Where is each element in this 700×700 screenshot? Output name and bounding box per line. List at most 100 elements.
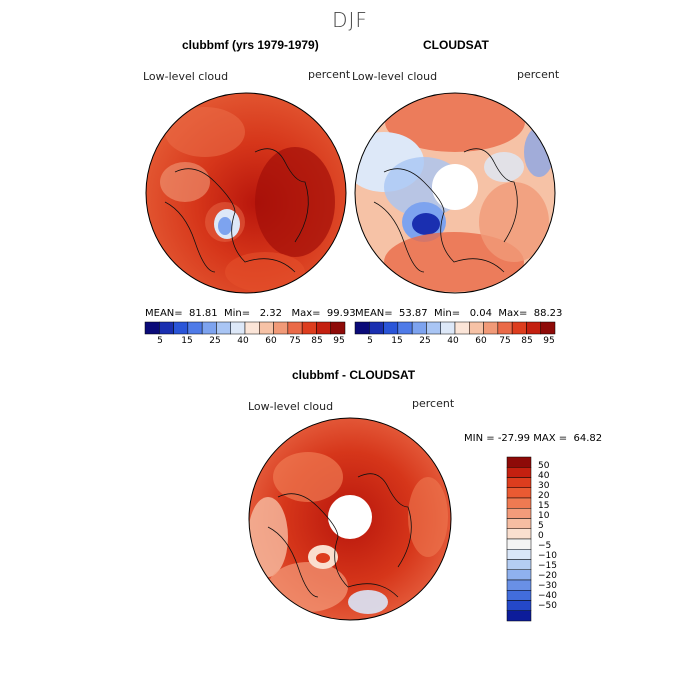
- colorbar-swatch: [506, 467, 532, 478]
- colorbar-swatch: [506, 538, 532, 550]
- panel-3-cbar-label: −15: [538, 561, 557, 571]
- panel-1-stats: MEAN= 81.81 Min= 2.32 Max= 99.93: [145, 308, 356, 319]
- colorbar-swatch: [216, 321, 231, 335]
- colorbar-swatch: [506, 559, 532, 570]
- colorbar-swatch: [526, 321, 541, 335]
- colorbar-swatch: [506, 549, 532, 560]
- panel-2-title: CLOUDSAT: [423, 38, 489, 52]
- colorbar-swatch: [497, 321, 513, 335]
- panel-3-cbar-label: 0: [538, 531, 544, 541]
- panel-2-mean-label: MEAN=: [355, 308, 393, 319]
- colorbar-swatch: [506, 528, 532, 540]
- colorbar-swatch: [330, 321, 346, 335]
- colorbar-swatch: [506, 456, 532, 468]
- panel-2-cbar-label: 85: [521, 336, 533, 346]
- colorbar-swatch: [426, 321, 441, 335]
- panel-2-stats: MEAN= 53.87 Min= 0.04 Max= 88.23: [355, 308, 562, 319]
- colorbar-swatch: [454, 321, 470, 335]
- panel-3-cbar-label: 15: [538, 501, 550, 511]
- colorbar-swatch: [301, 321, 317, 335]
- colorbar-swatch: [230, 321, 246, 335]
- panel-2-cbar-label: 95: [543, 336, 555, 346]
- panel-1-min-label: Min=: [224, 308, 251, 319]
- colorbar-swatch: [540, 321, 556, 335]
- panel-3-cbar-label: 40: [538, 471, 550, 481]
- panel-2-colorbar-swatches: [354, 321, 556, 335]
- colorbar-swatch: [506, 508, 532, 519]
- panel-1-cbar-label: 15: [181, 336, 193, 346]
- panel-1-min: 2.32: [259, 308, 282, 319]
- panel-1-variable: Low-level cloud: [143, 70, 229, 83]
- panel-1-cbar-label: 40: [237, 336, 249, 346]
- panel-2-cbar-label: 40: [447, 336, 459, 346]
- panel-2-variable: Low-level cloud: [352, 70, 438, 83]
- panel-3-cbar-label: 10: [538, 511, 550, 521]
- colorbar-swatch: [383, 321, 399, 335]
- colorbar-swatch: [244, 321, 260, 335]
- colorbar-swatch: [411, 321, 427, 335]
- panel-3-cbar-label: 20: [538, 491, 550, 501]
- colorbar-swatch: [159, 321, 174, 335]
- panel-2-mean: 53.87: [399, 308, 428, 319]
- panel-2-units: percent: [517, 68, 560, 81]
- panel-3-stats: MIN = -27.99 MAX = 64.82: [464, 433, 602, 444]
- colorbar-swatch: [506, 569, 532, 581]
- panel-1-title: clubbmf (yrs 1979-1979): [182, 38, 319, 52]
- panel-1-cbar-label: 85: [311, 336, 323, 346]
- panel-3-cbar-label: 5: [538, 521, 544, 531]
- colorbar-swatch: [354, 321, 370, 335]
- colorbar-swatch: [506, 600, 532, 611]
- panel-2-min: 0.04: [469, 308, 492, 319]
- colorbar-swatch: [173, 321, 189, 335]
- colorbar-swatch: [144, 321, 160, 335]
- season-title: DJF: [332, 8, 368, 32]
- panel-3-cbar-label: −40: [538, 591, 557, 601]
- panel-1-colorbar-swatches: [144, 321, 346, 335]
- panel-3-cbar-label: −20: [538, 571, 557, 581]
- colorbar-swatch: [440, 321, 456, 335]
- colorbar-swatch: [469, 321, 484, 335]
- panel-3-variable: Low-level cloud: [248, 400, 334, 413]
- panel-1-max-label: Max=: [291, 308, 321, 319]
- colorbar-swatch: [397, 321, 413, 335]
- colorbar-swatch: [506, 590, 532, 601]
- panel-2-cbar-label: 60: [475, 336, 487, 346]
- colorbar-swatch: [483, 321, 499, 335]
- panel-2-cbar-label: 5: [367, 336, 373, 346]
- colorbar-swatch: [369, 321, 384, 335]
- colorbar-swatch: [273, 321, 289, 335]
- panel-2-colorbar: [354, 321, 556, 335]
- panel-1-cbar-label: 95: [333, 336, 345, 346]
- panel-3-cbar-label: −10: [538, 551, 557, 561]
- panel-3-max-label: MAX =: [533, 433, 568, 444]
- colorbar-swatch: [506, 610, 532, 622]
- colorbar-swatch: [506, 487, 532, 499]
- colorbar-swatch: [506, 477, 532, 488]
- panel-3-colorbar: [506, 456, 532, 622]
- panel-2-max: 88.23: [533, 308, 563, 319]
- panel-1-colorbar: [144, 321, 346, 335]
- colorbar-swatch: [506, 579, 532, 591]
- panel-1-mean: 81.81: [189, 308, 218, 319]
- panel-1-max: 99.93: [326, 308, 356, 319]
- colorbar-swatch: [259, 321, 274, 335]
- colorbar-swatch: [316, 321, 331, 335]
- panel-2-cbar-label: 25: [419, 336, 431, 346]
- colorbar-swatch: [506, 497, 532, 509]
- panel-3-min: -27.99: [497, 433, 531, 444]
- panel-3-colorbar-labels: 50 40 30 20 15 10 5 0 −5 −10 −15 −20 −30…: [538, 457, 578, 627]
- colorbar-swatch: [511, 321, 527, 335]
- panel-3-units: percent: [412, 397, 455, 410]
- panel-1-cbar-label: 60: [265, 336, 277, 346]
- panel-1-cbar-label: 75: [289, 336, 301, 346]
- panel-2-colorbar-labels: 5 15 25 40 60 75 85 95: [355, 336, 555, 348]
- panel-2-cbar-label: 75: [499, 336, 511, 346]
- colorbar-swatch: [201, 321, 217, 335]
- panel-3-title: clubbmf - CLOUDSAT: [292, 368, 416, 382]
- panel-3-cbar-label: −50: [538, 601, 557, 611]
- panel-1-cbar-label: 5: [157, 336, 163, 346]
- colorbar-swatch: [506, 518, 532, 529]
- panel-1-mean-label: MEAN=: [145, 308, 183, 319]
- panel-3-cbar-label: −30: [538, 581, 557, 591]
- panel-1-map: [145, 92, 347, 294]
